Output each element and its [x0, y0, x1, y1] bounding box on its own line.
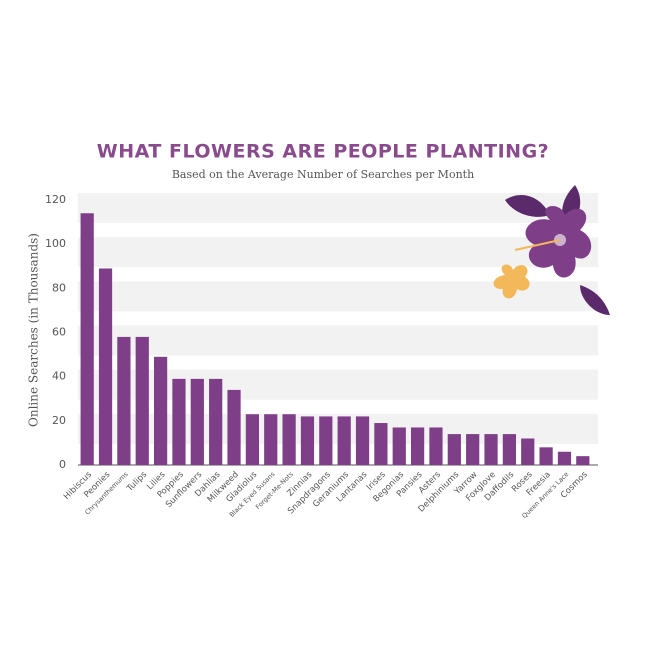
bar	[410, 427, 425, 465]
bar	[190, 378, 204, 465]
bar	[319, 416, 333, 465]
bar	[557, 451, 572, 465]
y-tick-label: 40	[52, 370, 66, 383]
grid-band	[78, 325, 598, 356]
bar	[98, 268, 113, 465]
small-hibiscus	[493, 264, 530, 299]
bar	[80, 213, 94, 465]
y-tick-label: 60	[52, 326, 66, 339]
y-tick-label: 20	[52, 414, 66, 427]
bar	[245, 414, 260, 465]
bar	[521, 438, 535, 465]
stamen	[514, 239, 561, 251]
y-tick-label: 80	[52, 281, 66, 294]
bar	[172, 378, 186, 465]
flower-decoration	[493, 185, 610, 315]
bar	[392, 427, 406, 465]
bar	[355, 416, 370, 465]
bar	[576, 456, 590, 465]
bar	[135, 336, 149, 465]
bar	[209, 378, 223, 465]
bar	[429, 427, 443, 465]
y-tick-label: 0	[59, 458, 66, 471]
leaf	[505, 195, 550, 217]
bar	[466, 434, 480, 465]
y-axis-label: Online Searches (in Thousands)	[27, 233, 41, 427]
bar	[264, 414, 278, 465]
bar	[539, 447, 553, 465]
bar	[300, 416, 315, 465]
grid-band	[78, 237, 598, 268]
y-tick-label: 120	[45, 193, 66, 206]
bar	[337, 416, 351, 465]
leaf	[580, 285, 610, 315]
bar	[117, 336, 131, 465]
x-tick-label: Tulips	[125, 469, 150, 494]
y-tick-label: 100	[45, 237, 66, 250]
bar	[374, 423, 388, 465]
bar	[447, 434, 461, 465]
bar	[227, 389, 241, 465]
chart-subtitle: Based on the Average Number of Searches …	[172, 168, 474, 181]
bar	[502, 434, 517, 465]
bar	[153, 356, 168, 465]
chart-title: WHAT FLOWERS ARE PEOPLE PLANTING?	[97, 141, 549, 163]
bar	[282, 414, 296, 465]
bar	[484, 434, 498, 465]
